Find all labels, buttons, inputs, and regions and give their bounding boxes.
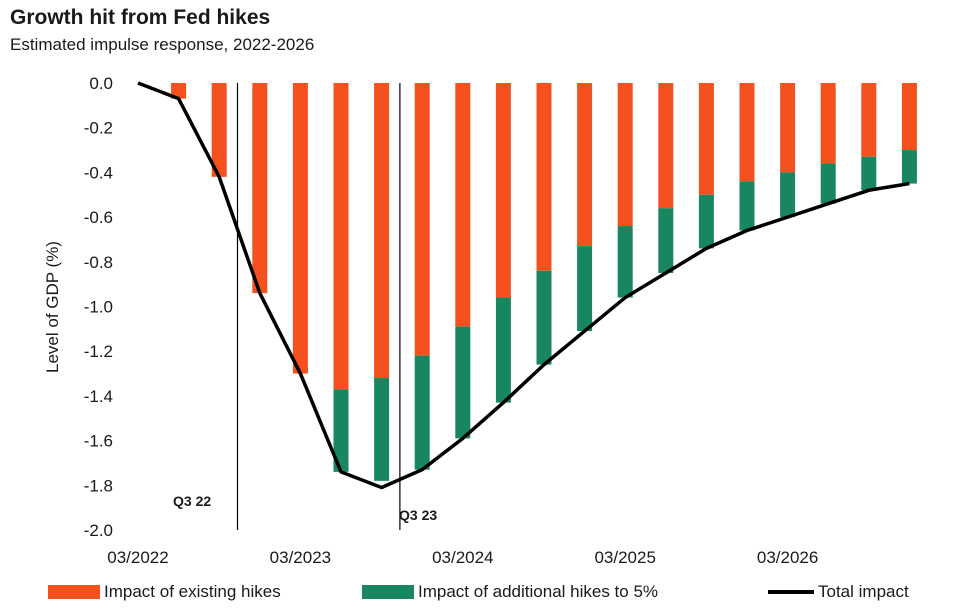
bar-additional-hikes xyxy=(414,355,430,470)
chart-title: Growth hit from Fed hikes xyxy=(10,6,271,29)
bar-additional-hikes xyxy=(617,226,633,298)
y-tick-label: -0.2 xyxy=(84,119,113,138)
bar-existing-hikes xyxy=(455,83,471,327)
x-tick-label: 03/2023 xyxy=(270,548,331,567)
legend-swatch-existing xyxy=(48,585,100,599)
bar-existing-hikes xyxy=(333,83,349,390)
bar-existing-hikes xyxy=(861,83,877,157)
legend: Impact of existing hikes Impact of addit… xyxy=(0,582,953,608)
legend-item-total: Total impact xyxy=(768,582,909,602)
bar-additional-hikes xyxy=(820,163,836,204)
bar-existing-hikes xyxy=(739,83,755,182)
legend-item-existing: Impact of existing hikes xyxy=(48,582,281,602)
legend-label-total: Total impact xyxy=(818,582,909,601)
bar-existing-hikes xyxy=(414,83,430,356)
bar-existing-hikes xyxy=(495,83,511,298)
legend-label-existing: Impact of existing hikes xyxy=(104,582,281,601)
bar-additional-hikes xyxy=(739,181,755,231)
bar-additional-hikes xyxy=(861,156,877,191)
y-tick-label: -1.4 xyxy=(84,387,113,406)
y-tick-label: -1.6 xyxy=(84,432,113,451)
bar-additional-hikes xyxy=(901,150,917,184)
bar-existing-hikes xyxy=(617,83,633,227)
bar-existing-hikes xyxy=(171,83,187,99)
y-tick-label: 0.0 xyxy=(89,74,113,93)
bar-additional-hikes xyxy=(577,246,593,332)
y-tick-label: -1.2 xyxy=(84,342,113,361)
bar-existing-hikes xyxy=(820,83,836,164)
annotation-q3-23: Q3 23 xyxy=(399,507,437,523)
bar-existing-hikes xyxy=(780,83,796,173)
y-tick-label: -0.4 xyxy=(84,163,113,182)
y-axis-label: Level of GDP (%) xyxy=(43,241,62,373)
y-tick-label: -2.0 xyxy=(84,521,113,540)
annotation-q3-22: Q3 22 xyxy=(173,493,211,509)
bar-additional-hikes xyxy=(374,378,390,481)
y-tick-label: -1.8 xyxy=(84,476,113,495)
bar-existing-hikes xyxy=(698,83,714,195)
y-tick-label: -0.8 xyxy=(84,253,113,272)
bar-additional-hikes xyxy=(536,270,552,365)
bar-existing-hikes xyxy=(901,83,917,151)
bar-existing-hikes xyxy=(374,83,390,379)
chart-subtitle: Estimated impulse response, 2022-2026 xyxy=(10,35,315,54)
legend-swatch-additional xyxy=(362,585,414,599)
total-impact-line xyxy=(137,81,910,490)
chart-svg: 0.0 -0.2 -0.4 -0.6 -0.8 -1.0 -1.2 -1.4 -1.6 -1.8 -… xyxy=(43,74,917,567)
y-tick-label: -0.6 xyxy=(84,208,113,227)
x-tick-label: 03/2024 xyxy=(432,548,493,567)
bar-additional-hikes xyxy=(658,208,674,273)
bar-additional-hikes xyxy=(333,389,349,472)
bar-existing-hikes xyxy=(252,83,268,294)
legend-swatch-total xyxy=(768,590,814,594)
bar-additional-hikes xyxy=(495,297,511,403)
legend-label-additional: Impact of additional hikes to 5% xyxy=(418,582,659,601)
x-tick-label: 03/2025 xyxy=(594,548,655,567)
bar-existing-hikes xyxy=(577,83,593,247)
bar-existing-hikes xyxy=(292,83,308,374)
x-tick-label: 03/2022 xyxy=(107,548,168,567)
bar-existing-hikes xyxy=(211,83,227,177)
bar-existing-hikes xyxy=(536,83,552,271)
bar-additional-hikes xyxy=(698,194,714,249)
legend-item-additional: Impact of additional hikes to 5% xyxy=(362,582,658,602)
x-tick-label: 03/2026 xyxy=(757,548,818,567)
bar-additional-hikes xyxy=(780,172,796,218)
bar-existing-hikes xyxy=(658,83,674,209)
y-tick-label: -1.0 xyxy=(84,298,113,317)
bar-additional-hikes xyxy=(455,326,471,439)
